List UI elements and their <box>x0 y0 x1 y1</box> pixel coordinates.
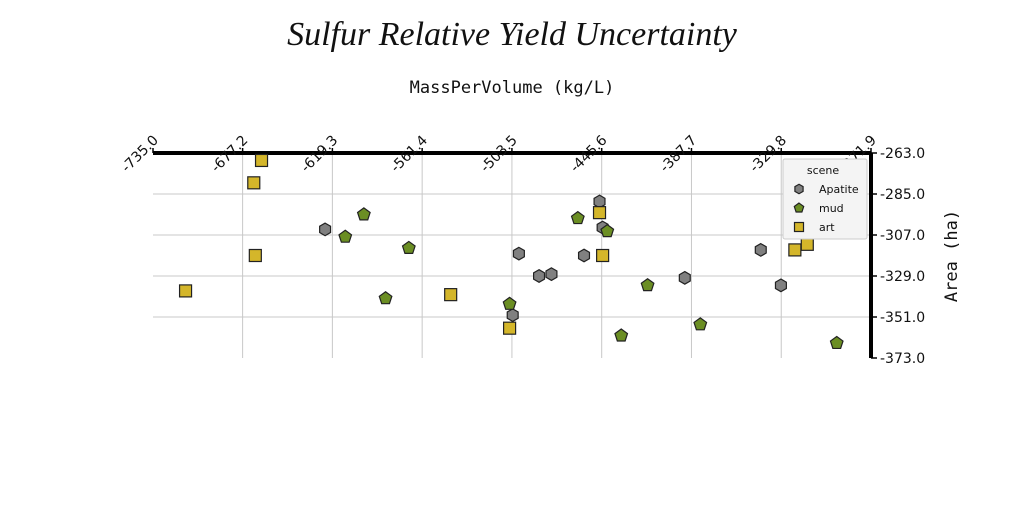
legend-box <box>782 158 868 240</box>
legend-apatite-label: Apatite <box>819 183 859 196</box>
y-tick-label: -329.0 <box>880 269 925 285</box>
legend-art-label: art <box>819 221 835 234</box>
mud-point <box>356 207 371 221</box>
mud-point <box>600 223 615 238</box>
mud-point <box>502 296 517 310</box>
apatite-point <box>774 278 787 293</box>
art-point <box>254 153 269 168</box>
axes <box>152 148 877 359</box>
legend: scene Apatite mud art <box>782 158 868 240</box>
apatite-point <box>545 267 558 282</box>
mud-point <box>338 229 353 243</box>
mud-point <box>570 210 585 225</box>
art-point <box>444 288 458 302</box>
legend-mud-label: mud <box>819 202 844 215</box>
art-point <box>788 243 802 257</box>
y-tick-label: -373.0 <box>880 351 925 367</box>
y-tick-label: -307.0 <box>880 228 925 244</box>
mud-point <box>401 240 416 254</box>
x-tick-labels: -735.0 -677.2 -619.3 -561.4 -503.5 -445.6 -387… <box>119 132 880 175</box>
art-point <box>502 321 517 335</box>
mud-point <box>378 291 393 305</box>
y-tick-label: -263.0 <box>880 146 925 162</box>
art-point <box>247 176 261 190</box>
legend-apatite-marker <box>794 183 804 195</box>
art-point <box>592 206 607 220</box>
mud-point <box>640 277 655 292</box>
x-axis-label: MassPerVolume (kg/L) <box>410 78 615 98</box>
legend-mud-marker <box>793 202 805 213</box>
apatite-point <box>754 242 767 257</box>
mud-point <box>829 335 844 350</box>
apatite-point <box>593 194 606 209</box>
chart-title: Sulfur Relative Yield Uncertainty <box>287 16 738 53</box>
art-point <box>800 237 814 251</box>
apatite-point <box>319 222 332 237</box>
art-point <box>248 248 262 263</box>
y-tick-label: -351.0 <box>880 310 925 326</box>
y-tick-label: -285.0 <box>880 187 925 203</box>
apatite-point <box>512 246 525 261</box>
art-point <box>178 284 193 298</box>
data-points <box>178 153 844 350</box>
y-axis-label: Area (ha) <box>942 210 962 302</box>
y-tick-labels: -263.0 -285.0 -307.0 -329.0 -351.0 -373.0 <box>880 146 925 367</box>
legend-art-marker <box>793 221 805 233</box>
apatite-point <box>506 308 519 323</box>
legend-title: scene <box>807 164 840 177</box>
apatite-point <box>678 270 691 285</box>
art-point <box>596 248 610 263</box>
apatite-point <box>532 269 546 283</box>
mud-point <box>693 317 708 331</box>
mud-point <box>614 328 629 342</box>
apatite-point <box>577 248 591 263</box>
